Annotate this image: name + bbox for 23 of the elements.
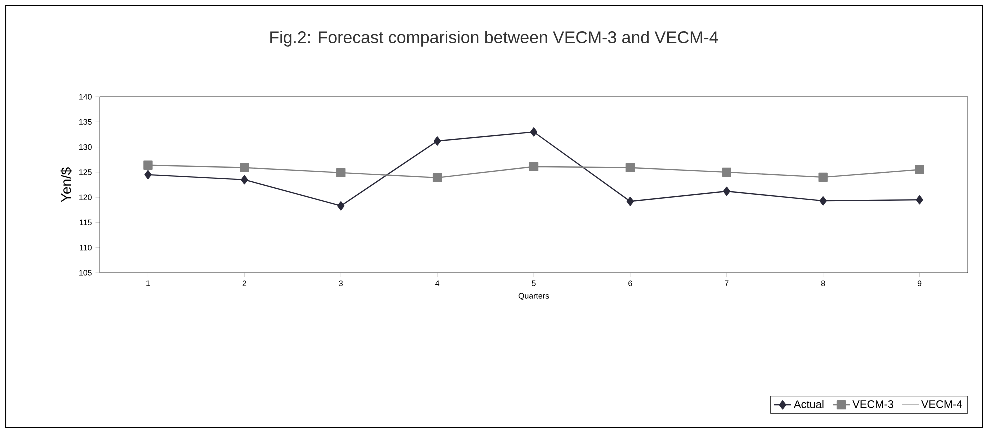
y-axis-title: Yen/$ [60, 168, 72, 202]
legend-label: VECM-4 [921, 400, 962, 408]
point [336, 168, 346, 178]
point [626, 196, 634, 206]
point [144, 170, 152, 180]
point [432, 173, 442, 183]
point [529, 162, 539, 172]
point [144, 160, 153, 170]
point [338, 202, 345, 211]
point [820, 196, 827, 206]
point [626, 163, 636, 172]
point [722, 168, 732, 178]
legend-label: Actual [794, 400, 824, 408]
point [915, 165, 924, 175]
point [241, 175, 248, 185]
point [916, 195, 924, 205]
point [530, 128, 538, 137]
point [818, 172, 828, 182]
legend-label: VECM-3 [852, 400, 894, 408]
point [434, 136, 442, 146]
chart-title: Fig.2: Forecast comparision between VECM-3 and VECM-4 [270, 31, 718, 47]
point [723, 186, 730, 196]
point [240, 163, 250, 172]
